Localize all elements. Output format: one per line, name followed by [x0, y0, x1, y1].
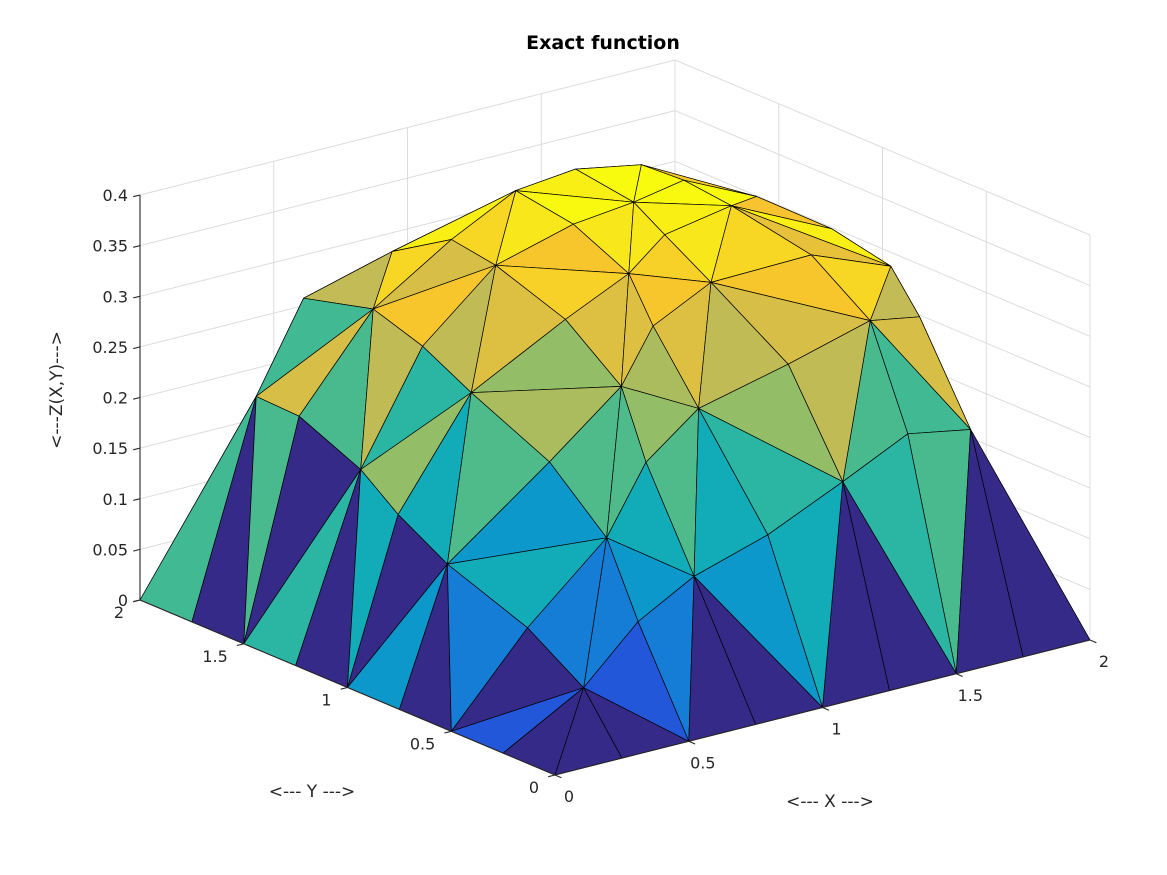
svg-text:1: 1 — [321, 691, 331, 710]
svg-text:0: 0 — [118, 591, 128, 610]
svg-text:0.5: 0.5 — [690, 753, 715, 772]
svg-text:0: 0 — [564, 787, 574, 806]
svg-text:0.25: 0.25 — [92, 338, 128, 357]
chart-title: Exact function — [526, 32, 680, 54]
svg-text:0.05: 0.05 — [92, 540, 128, 559]
svg-text:0.5: 0.5 — [410, 734, 435, 753]
svg-text:0.15: 0.15 — [92, 439, 128, 458]
svg-text:2: 2 — [1099, 652, 1109, 671]
y-axis-label: <--- Y ---> — [268, 782, 356, 802]
svg-text:1: 1 — [831, 720, 841, 739]
svg-text:2: 2 — [114, 603, 124, 622]
z-axis-label: <---Z(X,Y)---> — [47, 331, 67, 449]
svg-text:0.2: 0.2 — [103, 389, 128, 408]
svg-text:0: 0 — [529, 778, 539, 797]
svg-text:0.3: 0.3 — [103, 287, 128, 306]
svg-text:1.5: 1.5 — [958, 686, 983, 705]
svg-text:0.35: 0.35 — [92, 237, 128, 256]
svg-text:0.4: 0.4 — [103, 186, 128, 205]
svg-text:1.5: 1.5 — [202, 647, 227, 666]
svg-text:0.1: 0.1 — [103, 490, 128, 509]
x-axis-label: <--- X ---> — [786, 792, 874, 812]
